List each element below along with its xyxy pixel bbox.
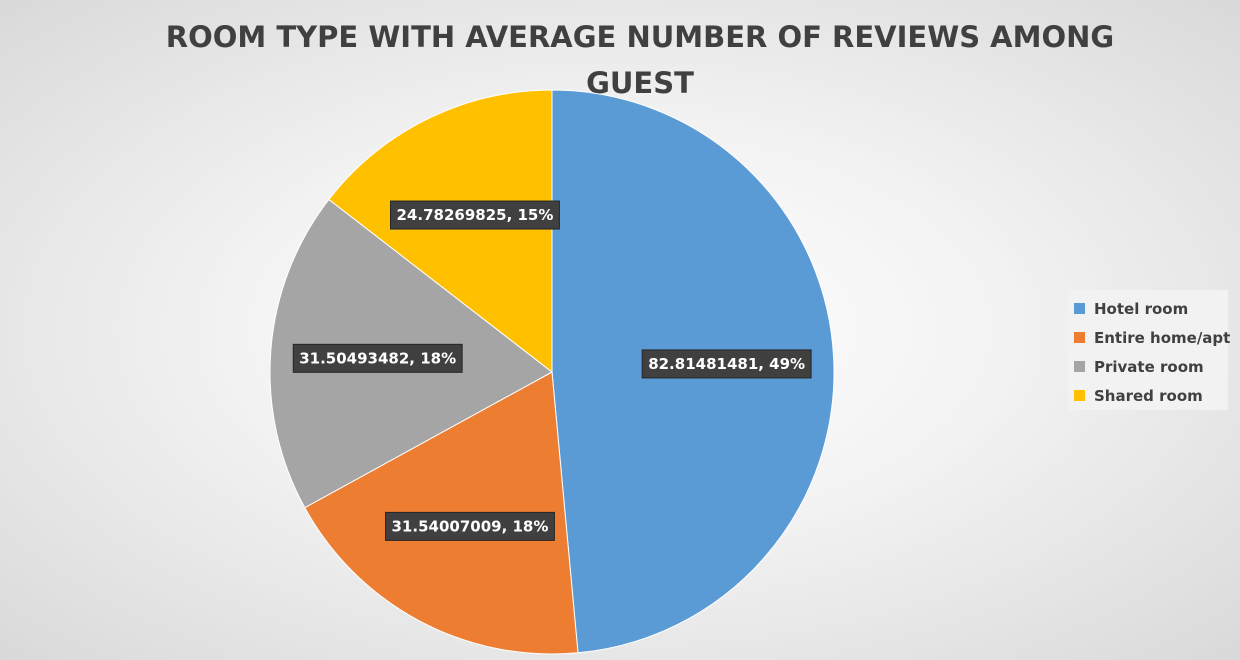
legend-item-shared-room: Shared room [1068, 381, 1228, 410]
data-label-background [385, 511, 555, 541]
legend-swatch [1074, 303, 1085, 314]
data-label-background [292, 343, 463, 373]
data-label-text: 82.81481481, 49% [648, 355, 805, 373]
data-label-text: 31.54007009, 18% [392, 517, 549, 535]
chart-title-line-1: ROOM TYPE WITH AVERAGE NUMBER OF REVIEWS… [165, 20, 1115, 54]
legend-label: Shared room [1094, 386, 1203, 405]
legend-swatch [1074, 361, 1085, 372]
legend-swatch [1074, 332, 1085, 343]
legend-label: Hotel room [1094, 299, 1189, 318]
legend-item-entire-home: Entire home/apt [1068, 323, 1231, 352]
legend-item-hotel-room: Hotel room [1068, 294, 1228, 323]
legend: Hotel room Entire home/apt Private room … [1068, 290, 1231, 410]
data-labels: 82.81481481, 49% 31.54007009, 18% 31.50493… [292, 200, 812, 541]
legend-swatch [1074, 390, 1085, 401]
data-label-background [390, 200, 560, 230]
data-label: 82.81481481, 49% [641, 349, 812, 379]
data-label-text: 31.50493482, 18% [299, 349, 456, 367]
data-label-background [641, 349, 812, 379]
legend-label: Entire home/apt [1094, 328, 1231, 347]
pie-slice-shared-room [328, 89, 553, 374]
data-label: 24.78269825, 15% [390, 200, 560, 230]
data-label: 31.50493482, 18% [292, 343, 463, 373]
data-label-text: 24.78269825, 15% [397, 206, 554, 224]
legend-item-private-room: Private room [1068, 352, 1228, 381]
legend-label: Private room [1094, 357, 1204, 376]
data-label: 31.54007009, 18% [385, 511, 555, 541]
chart-title: ROOM TYPE WITH AVERAGE NUMBER OF REVIEWS… [0, 14, 1240, 106]
